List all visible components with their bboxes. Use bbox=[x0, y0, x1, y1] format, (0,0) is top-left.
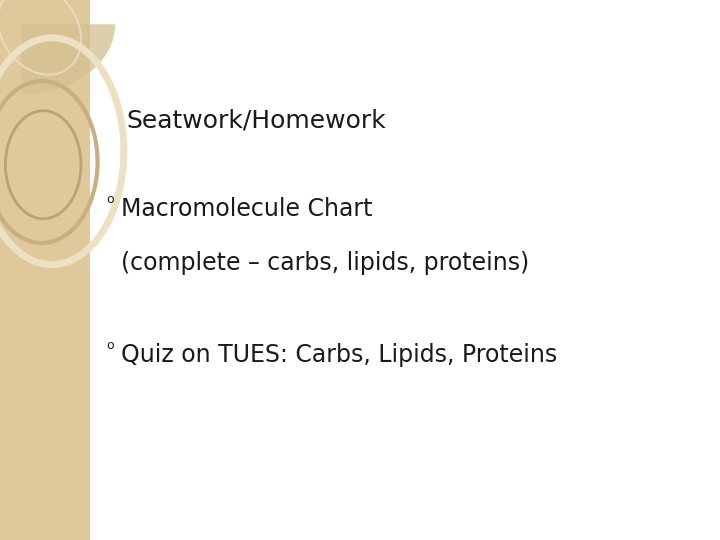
Text: o: o bbox=[107, 193, 114, 206]
FancyBboxPatch shape bbox=[0, 0, 90, 540]
Wedge shape bbox=[22, 24, 115, 94]
Text: o: o bbox=[107, 339, 114, 352]
Text: (complete – carbs, lipids, proteins): (complete – carbs, lipids, proteins) bbox=[121, 251, 529, 275]
Text: Macromolecule Chart: Macromolecule Chart bbox=[121, 197, 372, 221]
Text: Seatwork/Homework: Seatwork/Homework bbox=[126, 108, 386, 132]
Text: Quiz on TUES: Carbs, Lipids, Proteins: Quiz on TUES: Carbs, Lipids, Proteins bbox=[121, 343, 557, 367]
